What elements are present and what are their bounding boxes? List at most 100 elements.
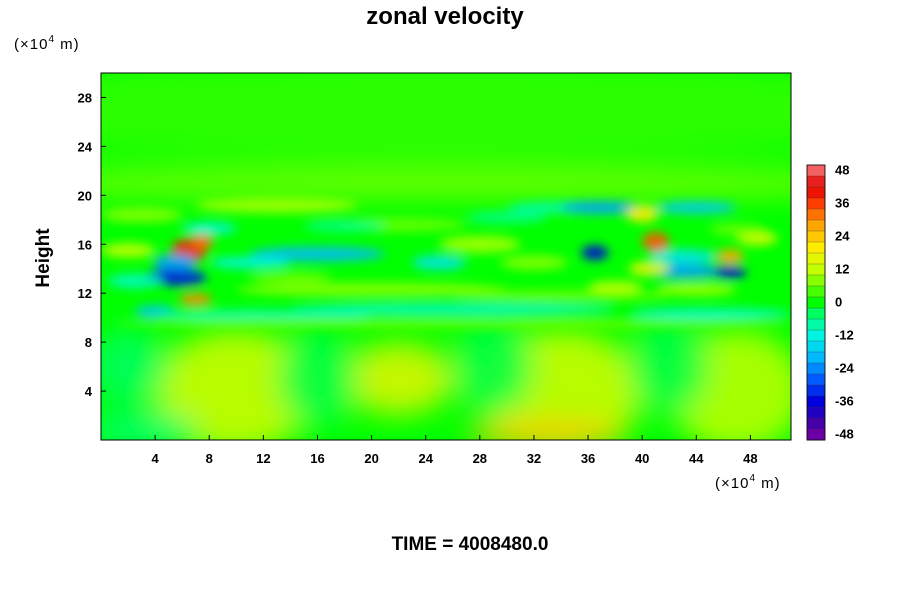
x-unit-exponent: 4: [749, 473, 756, 484]
y-unit-prefix: (×10: [14, 36, 48, 53]
x-tick-label: 16: [310, 451, 324, 466]
y-tick-label: 28: [78, 90, 92, 105]
velocity-eddy: [114, 318, 791, 329]
colorbar-tick-label: -36: [835, 394, 854, 409]
x-tick-label: 44: [689, 451, 704, 466]
x-unit-label: (×104 m): [715, 473, 781, 492]
velocity-eddy: [155, 309, 372, 322]
field-background-structure: [101, 73, 791, 440]
velocity-eddy: [412, 255, 467, 270]
velocity-eddy: [452, 289, 670, 302]
colorbar-band: [806, 329, 826, 342]
x-tick-label: 24: [418, 451, 433, 466]
colorbar-tick-label: 24: [835, 229, 850, 244]
y-unit-suffix: m): [55, 36, 80, 53]
colorbar-band: [806, 373, 826, 386]
field-region: [101, 411, 196, 440]
y-axis-label: Height: [33, 228, 54, 288]
velocity-eddy: [466, 211, 548, 224]
velocity-eddy: [236, 282, 507, 297]
x-unit-prefix: (×10: [715, 475, 749, 492]
chart-title: zonal velocity: [366, 3, 524, 30]
x-tick-label: 12: [256, 451, 270, 466]
x-tick-label: 20: [364, 451, 378, 466]
x-unit-suffix: m): [756, 475, 781, 492]
velocity-eddy: [655, 283, 737, 296]
velocity-eddy: [290, 302, 616, 316]
y-unit-exponent: 4: [48, 34, 55, 45]
velocity-eddy: [439, 235, 521, 253]
colorbar-band: [806, 263, 826, 276]
colorbar-band: [806, 285, 826, 298]
velocity-eddy: [303, 219, 386, 233]
velocity-eddy: [500, 255, 568, 270]
plot-frame: [100, 72, 792, 441]
velocity-eddy: [101, 207, 183, 223]
colorbar-band: [806, 307, 826, 320]
y-axis-ticks: 4 8 12 16 20 24 28: [78, 90, 106, 399]
field-region: [276, 329, 359, 428]
y-tick-label: 24: [78, 139, 93, 154]
x-tick-label: 4: [152, 451, 160, 466]
velocity-eddy: [648, 249, 717, 264]
colorbar-band: [806, 406, 826, 419]
colorbar-tick-label: -24: [835, 361, 855, 376]
colorbar-band: [806, 230, 826, 243]
colorbar-frame: [806, 164, 826, 441]
velocity-eddy: [153, 254, 198, 272]
colorbar: [806, 164, 826, 441]
colorbar-band: [806, 252, 826, 265]
velocity-eddy: [249, 271, 331, 284]
y-tick-label: 4: [85, 384, 93, 399]
velocity-eddy: [191, 234, 214, 250]
colorbar-band: [806, 197, 826, 210]
velocity-eddy: [628, 261, 670, 277]
colorbar-band: [806, 175, 826, 188]
x-tick-label: 28: [473, 451, 487, 466]
y-unit-label: (×104 m): [14, 34, 80, 53]
field-region: [628, 317, 710, 416]
velocity-eddy: [209, 256, 291, 269]
velocity-eddy: [581, 245, 609, 261]
field-region: [466, 420, 629, 440]
y-tick-label: 8: [85, 335, 92, 350]
colorbar-tick-label: 12: [835, 262, 849, 277]
colorbar-band: [806, 351, 826, 364]
velocity-eddy: [182, 222, 237, 235]
velocity-eddy: [561, 201, 643, 214]
velocity-eddy: [709, 223, 764, 236]
colorbar-band: [806, 241, 826, 254]
field-eddies: [101, 197, 791, 329]
colorbar-tick-label: -48: [835, 427, 854, 442]
velocity-eddy: [655, 201, 737, 214]
velocity-eddy: [628, 307, 791, 321]
colorbar-band: [806, 296, 826, 309]
velocity-eddy: [195, 197, 359, 213]
velocity-eddy: [588, 280, 643, 294]
colorbar-tick-label: 0: [835, 295, 842, 310]
field-region: [452, 317, 534, 416]
x-tick-label: 8: [206, 451, 213, 466]
y-tick-label: 12: [78, 286, 92, 301]
x-tick-label: 36: [581, 451, 595, 466]
colorbar-band: [806, 340, 826, 353]
colorbar-band: [806, 164, 826, 177]
field-region: [101, 329, 169, 404]
x-tick-label: 32: [527, 451, 541, 466]
colorbar-band: [806, 395, 826, 408]
x-axis-ticks: 4 8 12 16 20 24 28 32 36 40 44 48: [152, 435, 758, 466]
colorbar-band: [806, 318, 826, 331]
time-label: TIME = 4008480.0: [392, 534, 549, 555]
field-region: [344, 342, 453, 416]
colorbar-tick-label: 48: [835, 163, 849, 178]
velocity-eddy: [249, 246, 386, 262]
colorbar-band: [806, 186, 826, 199]
field-region: [101, 73, 791, 159]
velocity-eddy: [642, 232, 670, 252]
velocity-eddy: [716, 249, 744, 264]
colorbar-tick-label: 36: [835, 196, 849, 211]
field-region: [155, 329, 318, 440]
velocity-eddy: [107, 273, 162, 289]
colorbar-labels: 48 36 24 12 0 -12 -24 -36 -48: [835, 163, 855, 442]
